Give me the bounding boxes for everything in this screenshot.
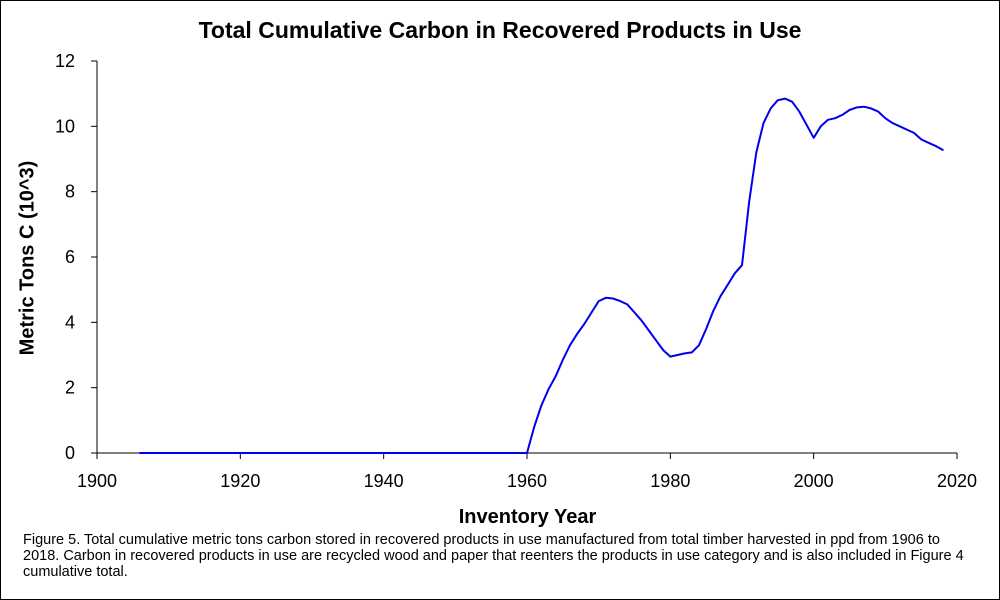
x-tick-label: 1920: [220, 471, 260, 491]
x-tick-label: 1940: [364, 471, 404, 491]
chart-title: Total Cumulative Carbon in Recovered Pro…: [198, 17, 802, 43]
series-group: [139, 97, 944, 454]
y-tick-label: 8: [65, 182, 75, 202]
x-tick-label: 2000: [794, 471, 834, 491]
x-tick-label: 1960: [507, 471, 547, 491]
x-tick-label: 1980: [650, 471, 690, 491]
y-tick-label: 0: [65, 443, 75, 463]
x-tick-label: 1900: [77, 471, 117, 491]
y-tick-label: 2: [65, 378, 75, 398]
x-ticks: 1900 1920 1940 1960 1980 2000 2020: [77, 453, 977, 491]
x-axis-label: Inventory Year: [458, 506, 597, 528]
y-tick-label: 6: [65, 247, 75, 267]
y-tick-label: 4: [65, 312, 75, 332]
y-ticks: 0 2 4 6 8 10 12: [55, 51, 97, 463]
figure-caption: Figure 5. Total cumulative metric tons c…: [23, 532, 964, 580]
series-line: [139, 97, 944, 454]
x-tick-label: 2020: [937, 471, 977, 491]
y-tick-label: 10: [55, 116, 75, 136]
y-tick-label: 12: [55, 51, 75, 71]
